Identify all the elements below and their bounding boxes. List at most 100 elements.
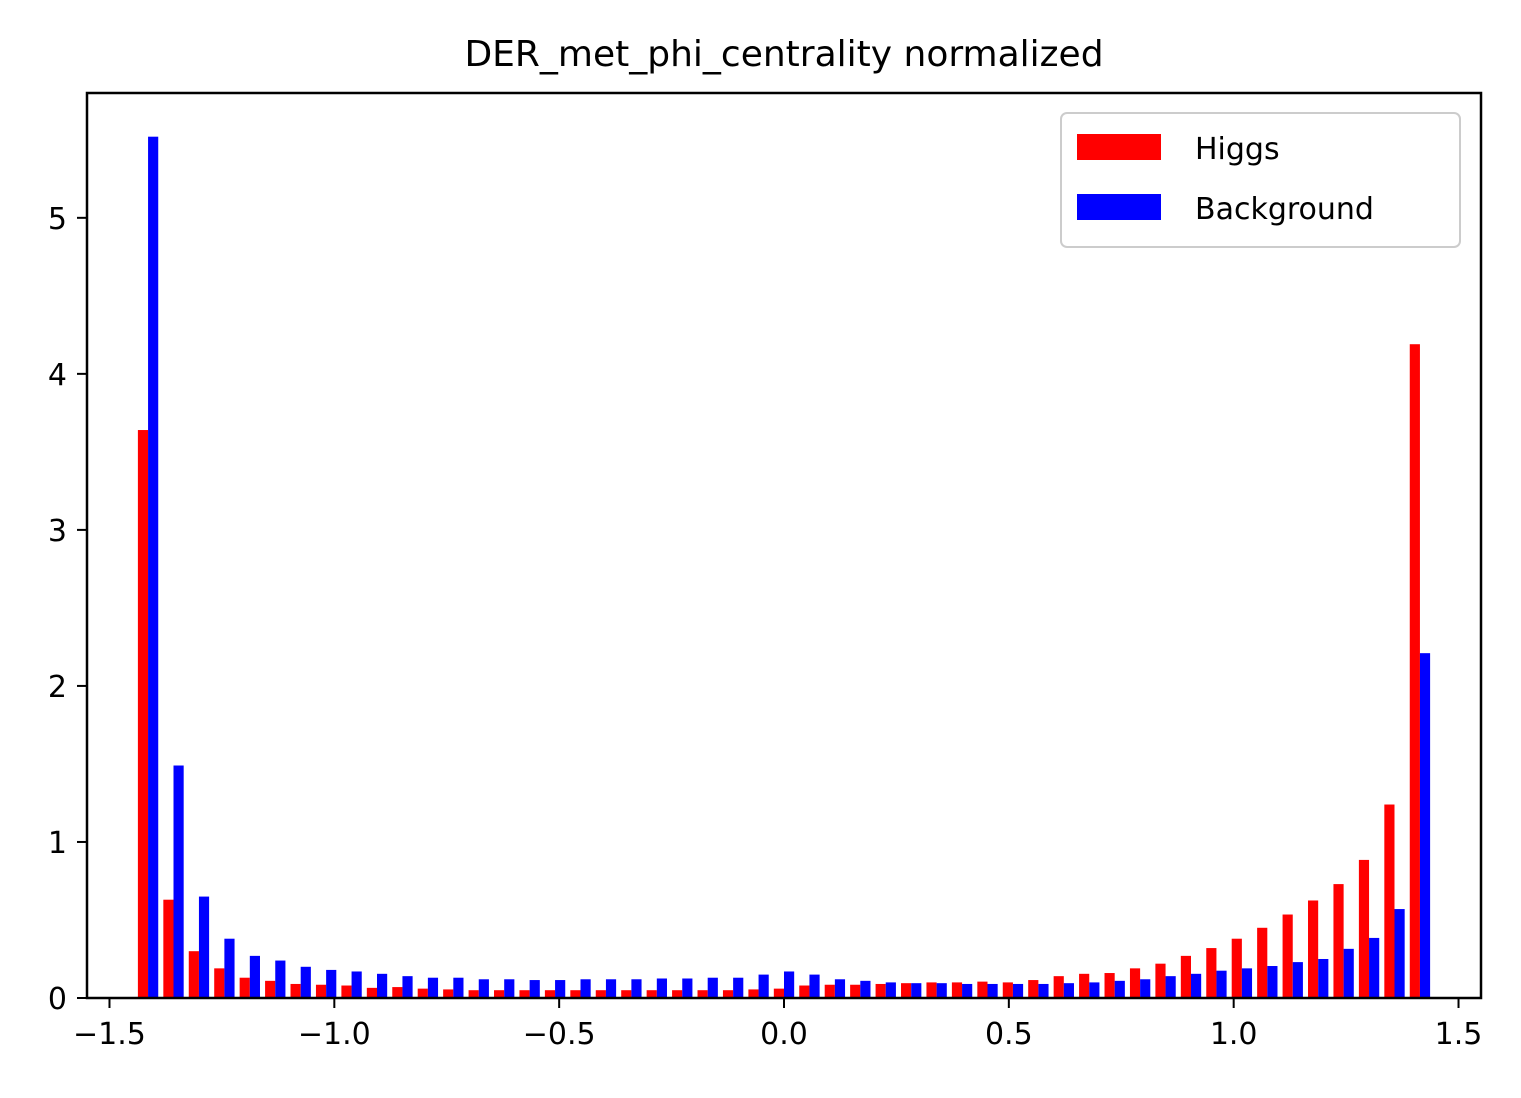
bar-higgs-13 <box>468 990 479 998</box>
bar-background-47 <box>1343 948 1354 998</box>
bar-higgs-0 <box>137 430 149 998</box>
bar-higgs-14 <box>494 990 505 998</box>
bar-background-50 <box>1419 653 1431 998</box>
bar-background-15 <box>529 980 540 998</box>
bar-background-3 <box>224 938 235 998</box>
y-tick-label: 5 <box>48 202 67 237</box>
bar-background-35 <box>1038 983 1049 998</box>
bar-higgs-50 <box>1409 344 1420 998</box>
bar-higgs-24 <box>748 989 759 998</box>
bar-higgs-3 <box>214 968 225 998</box>
x-axis: −1.5 −1.0 −0.5 0.0 0.5 1.0 1.5 <box>73 998 1482 1052</box>
bar-higgs-45 <box>1282 914 1293 998</box>
chart-title: DER_met_phi_centrality normalized <box>464 34 1103 75</box>
y-axis: 0 1 2 3 4 5 <box>48 202 87 1017</box>
legend-swatch-background <box>1077 194 1161 220</box>
bar-background-22 <box>707 977 718 998</box>
legend-label-background: Background <box>1195 192 1374 227</box>
bar-background-4 <box>249 955 260 998</box>
bar-higgs-43 <box>1231 938 1242 998</box>
bar-higgs-10 <box>392 987 403 998</box>
bar-higgs-30 <box>901 983 912 998</box>
bar-higgs-25 <box>773 988 784 998</box>
bar-background-46 <box>1318 958 1329 998</box>
bar-higgs-15 <box>519 990 530 998</box>
legend-label-higgs: Higgs <box>1195 132 1280 167</box>
bar-background-9 <box>377 973 388 998</box>
x-tick-label: −1.0 <box>298 1017 371 1052</box>
bar-background-34 <box>1012 983 1024 998</box>
bar-higgs-37 <box>1079 973 1090 998</box>
bar-background-40 <box>1165 976 1176 998</box>
bar-background-17 <box>580 979 591 998</box>
bar-background-39 <box>1140 979 1151 998</box>
bar-background-31 <box>936 983 947 998</box>
bar-higgs-33 <box>977 981 988 998</box>
bar-higgs-42 <box>1206 948 1217 998</box>
bar-background-45 <box>1292 962 1303 998</box>
bar-background-32 <box>962 983 973 998</box>
bar-higgs-18 <box>595 990 606 998</box>
bar-background-24 <box>758 974 769 998</box>
bar-higgs-17 <box>570 990 581 998</box>
bar-higgs-41 <box>1180 955 1191 998</box>
bar-background-0 <box>148 136 159 999</box>
bar-background-26 <box>809 974 820 998</box>
bar-background-37 <box>1089 982 1100 998</box>
bar-higgs-40 <box>1155 963 1166 998</box>
x-tick-label: 1.5 <box>1435 1017 1483 1052</box>
y-tick-label: 0 <box>48 982 67 1017</box>
bar-higgs-31 <box>926 982 937 998</box>
bar-higgs-12 <box>443 989 454 998</box>
bar-higgs-28 <box>850 984 861 998</box>
bar-background-8 <box>351 971 362 998</box>
bar-higgs-20 <box>646 990 657 998</box>
bar-background-6 <box>300 966 311 998</box>
bar-higgs-16 <box>544 990 556 998</box>
bar-background-21 <box>682 978 693 998</box>
bar-higgs-21 <box>672 990 683 998</box>
bar-higgs-44 <box>1257 927 1268 998</box>
bar-background-11 <box>427 977 439 998</box>
bar-background-27 <box>834 979 846 998</box>
bar-higgs-49 <box>1384 804 1395 998</box>
bar-higgs-23 <box>722 990 734 998</box>
bar-background-42 <box>1216 970 1227 998</box>
x-tick-label: 0.5 <box>985 1017 1033 1052</box>
bar-background-43 <box>1241 968 1253 998</box>
bar-background-16 <box>555 980 566 998</box>
bar-background-19 <box>631 979 642 998</box>
bars-group <box>137 136 1431 999</box>
bar-higgs-35 <box>1028 980 1039 998</box>
bar-background-5 <box>275 960 286 998</box>
bar-background-10 <box>402 976 413 998</box>
bar-higgs-38 <box>1104 973 1115 998</box>
y-tick-label: 1 <box>48 826 67 861</box>
x-tick-label: 0.0 <box>760 1017 808 1052</box>
x-tick-label: −0.5 <box>523 1017 596 1052</box>
bar-higgs-36 <box>1053 976 1064 998</box>
bar-higgs-6 <box>290 983 301 998</box>
bar-background-13 <box>478 979 489 998</box>
bar-background-25 <box>784 971 795 998</box>
bar-background-14 <box>504 979 515 998</box>
bar-higgs-1 <box>163 899 174 998</box>
bar-background-1 <box>173 765 184 998</box>
bar-higgs-29 <box>875 983 886 998</box>
x-tick-label: −1.5 <box>73 1017 146 1052</box>
bar-background-41 <box>1190 973 1202 998</box>
bar-background-44 <box>1267 966 1278 998</box>
bar-background-12 <box>453 977 464 998</box>
legend: Higgs Background <box>1060 112 1461 248</box>
bar-background-29 <box>885 982 896 998</box>
bar-background-38 <box>1114 980 1125 998</box>
bar-background-49 <box>1394 909 1405 998</box>
bar-higgs-26 <box>799 985 810 998</box>
bar-background-23 <box>733 977 744 998</box>
bar-background-36 <box>1063 983 1074 998</box>
bar-higgs-9 <box>366 987 378 998</box>
bar-higgs-8 <box>341 985 352 998</box>
bar-higgs-46 <box>1308 900 1319 998</box>
bar-background-7 <box>326 969 337 998</box>
